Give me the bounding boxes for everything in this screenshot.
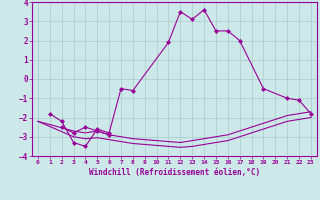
X-axis label: Windchill (Refroidissement éolien,°C): Windchill (Refroidissement éolien,°C) bbox=[89, 168, 260, 177]
